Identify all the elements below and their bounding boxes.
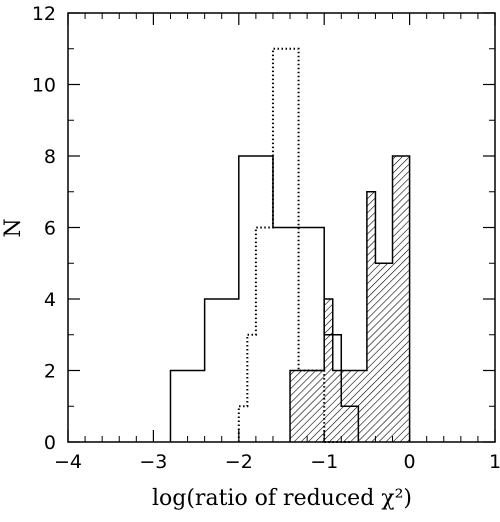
- y-tick-label: 2: [44, 361, 56, 383]
- x-tick-label: 0: [404, 451, 416, 473]
- x-tick-label: −2: [225, 451, 253, 473]
- y-tick-label: 10: [32, 75, 56, 97]
- x-tick-label: 1: [489, 451, 500, 473]
- x-tick-label: −4: [54, 451, 82, 473]
- hatched-bar: [290, 370, 325, 442]
- hatched-bar: [366, 191, 376, 442]
- hatched-bar: [383, 263, 393, 442]
- y-tick-label: 12: [32, 3, 56, 25]
- histogram-layer: [169, 47, 411, 443]
- hatched-bar: [392, 156, 402, 442]
- y-tick-label: 6: [44, 218, 56, 240]
- solid-series-line: [169, 155, 360, 442]
- x-tick-label: −3: [139, 451, 167, 473]
- hatched-bar: [324, 299, 333, 442]
- x-axis-label: log(ratio of reduced χ²): [152, 486, 412, 511]
- y-tick-label: 0: [44, 432, 56, 454]
- hatched-bar: [375, 263, 384, 442]
- y-axis-label: N: [1, 218, 26, 237]
- hatched-bar: [332, 370, 342, 442]
- y-tick-label: 4: [44, 289, 56, 311]
- y-tick-label: 8: [44, 146, 56, 168]
- hatched-bar: [401, 156, 410, 442]
- x-tick-label: −1: [310, 451, 338, 473]
